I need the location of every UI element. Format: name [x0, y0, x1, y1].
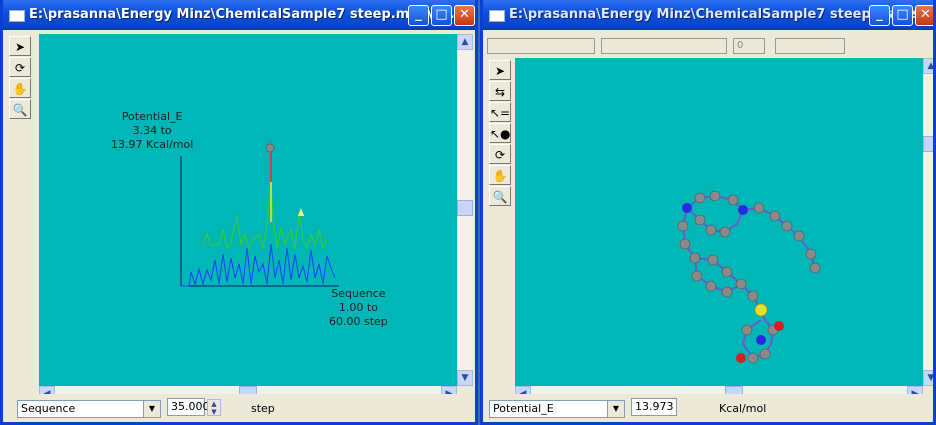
zoom-icon[interactable]: 🔍: [489, 186, 511, 206]
scroll-up-icon[interactable]: ▲: [923, 58, 933, 74]
scroll-up-icon[interactable]: ▲: [457, 34, 473, 50]
title-bar[interactable]: E:\prasanna\Energy Minz\ChemicalSample7 …: [3, 0, 475, 30]
window-title: E:\prasanna\Energy Minz\ChemicalSample7 …: [29, 7, 455, 22]
rotate-icon[interactable]: ⟳: [489, 144, 511, 164]
window-title: E:\prasanna\Energy Minz\ChemicalSample7 …: [509, 7, 935, 22]
y-axis-min: 3.34 to: [132, 124, 172, 137]
energy-plot-window: E:\prasanna\Energy Minz\ChemicalSample7 …: [0, 0, 478, 425]
value-field[interactable]: 35.000: [167, 398, 210, 416]
vertical-scrollbar[interactable]: ▲ ▼: [923, 58, 933, 386]
variable-select-value: Sequence: [21, 402, 76, 415]
x-axis-min: 1.00 to: [338, 301, 378, 314]
chevron-down-icon[interactable]: ▼: [607, 401, 624, 417]
hand-pan-icon[interactable]: ✋: [489, 165, 511, 185]
y-axis-max: 13.97 Kcal/mol: [111, 138, 194, 151]
top-field-2: [601, 38, 727, 54]
toolbar: ➤ ⇆ ↖= ↖● ⟳ ✋ 🔍: [489, 60, 515, 207]
value-unit: step: [251, 402, 275, 415]
hand-pan-icon[interactable]: ✋: [9, 78, 31, 98]
variable-select[interactable]: Sequence ▼: [17, 400, 161, 418]
value-field[interactable]: 13.973: [631, 398, 677, 416]
rotate-icon[interactable]: ⟳: [9, 57, 31, 77]
value-unit: Kcal/mol: [719, 402, 767, 415]
select-arrow-icon[interactable]: ➤: [489, 60, 511, 80]
variable-select-value: Potential_E: [493, 402, 554, 415]
scroll-down-icon[interactable]: ▼: [923, 370, 933, 386]
value-spinner[interactable]: ▲ ▼: [207, 399, 221, 416]
x-axis-label: Sequence 1.00 to 60.00 step: [329, 287, 388, 329]
close-button[interactable]: ✕: [915, 5, 933, 26]
y-axis-title: Potential_E: [121, 110, 183, 123]
top-field-3: 0: [733, 38, 765, 54]
vertical-scrollbar[interactable]: ▲ ▼: [457, 34, 473, 386]
scroll-down-icon[interactable]: ▼: [457, 370, 473, 386]
maximize-button[interactable]: □: [431, 5, 452, 26]
maximize-button[interactable]: □: [892, 5, 913, 26]
select-arrow-icon[interactable]: ➤: [9, 36, 31, 56]
molecule-window: E:\prasanna\Energy Minz\ChemicalSample7 …: [480, 0, 936, 425]
top-field-1: [487, 38, 595, 54]
close-button[interactable]: ✕: [454, 5, 475, 26]
chevron-down-icon[interactable]: ▼: [143, 401, 160, 417]
energy-plot-area[interactable]: Potential_E 3.34 to 13.97 Kcal/mol Seque…: [39, 34, 457, 386]
scroll-thumb[interactable]: [923, 136, 933, 152]
select-equal-icon[interactable]: ↖=: [489, 102, 511, 122]
select-group-icon[interactable]: ↖●: [489, 123, 511, 143]
y-axis-label: Potential_E 3.34 to 13.97 Kcal/mol: [111, 110, 193, 152]
status-bar: Sequence ▼ 35.000 ▲ ▼ step: [3, 394, 475, 422]
toolbar: ➤ ⟳ ✋ 🔍: [9, 36, 35, 120]
molecule-view[interactable]: [515, 58, 923, 386]
zoom-icon[interactable]: 🔍: [9, 99, 31, 119]
scroll-thumb[interactable]: [457, 200, 473, 216]
molecule-model: [677, 190, 821, 364]
window-icon: [489, 10, 505, 22]
status-bar: Potential_E ▼ 13.973 Kcal/mol: [483, 394, 933, 422]
x-axis-title: Sequence: [331, 287, 386, 300]
select-bond-icon[interactable]: ⇆: [489, 81, 511, 101]
title-bar[interactable]: E:\prasanna\Energy Minz\ChemicalSample7 …: [483, 0, 933, 30]
window-icon: [9, 10, 25, 22]
minimize-button[interactable]: _: [408, 5, 429, 26]
minimize-button[interactable]: _: [869, 5, 890, 26]
x-axis-max: 60.00 step: [329, 315, 388, 328]
top-field-4: [775, 38, 845, 54]
variable-select[interactable]: Potential_E ▼: [489, 400, 625, 418]
sequence-energy-chart: [180, 140, 339, 287]
